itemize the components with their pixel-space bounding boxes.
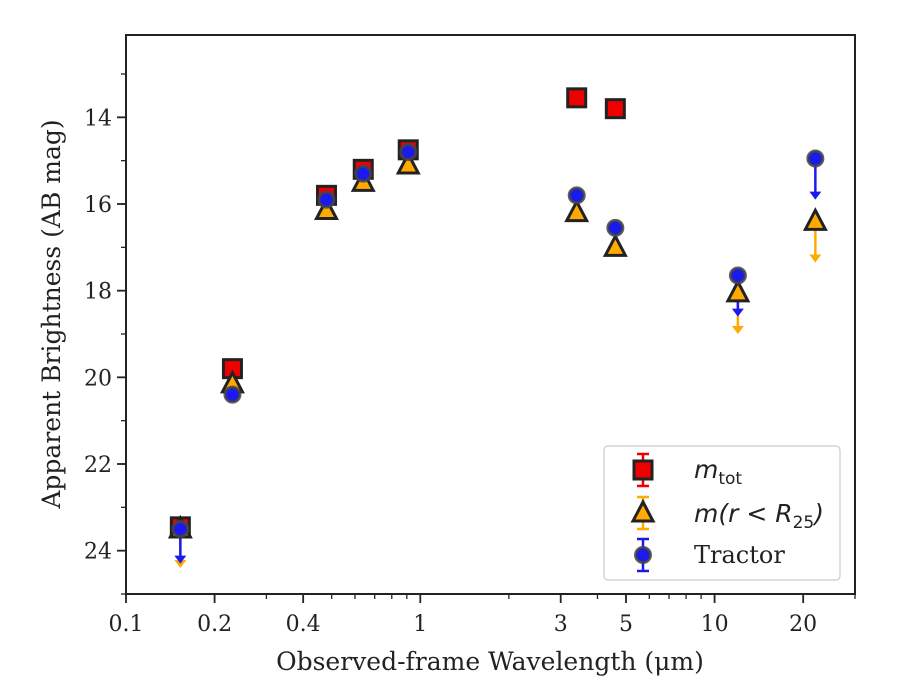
x-tick-label: 3 xyxy=(554,612,568,637)
legend-markers xyxy=(630,452,656,573)
data-point-circle xyxy=(223,385,242,404)
x-tick-label: 0.1 xyxy=(109,612,144,637)
y-tick-label: 24 xyxy=(84,540,112,565)
legend-mr25-sub: 25 xyxy=(793,513,815,533)
y-tick-label: 16 xyxy=(84,193,112,218)
y-tick-label: 18 xyxy=(84,280,112,305)
data-point-circle xyxy=(728,266,747,285)
data-point-square xyxy=(604,98,626,120)
data-point-circle xyxy=(354,164,373,183)
legend-marker-circle xyxy=(634,537,652,573)
legend-mtot-main: m xyxy=(694,455,718,484)
x-tick-label: 1 xyxy=(413,612,427,637)
plot-frame xyxy=(125,34,856,595)
data-point-triangle xyxy=(314,196,339,220)
data-point-triangle xyxy=(602,233,628,257)
data-point-circle xyxy=(567,186,586,205)
tick-labels: 0.1 0.2 0.4 1 3 5 10 20 14 16 18 20 22 24 xyxy=(84,106,817,637)
data-point-triangle xyxy=(802,207,828,231)
data-point-circle xyxy=(399,143,418,161)
data-point-circle xyxy=(606,218,625,237)
legend-mtot-sub: tot xyxy=(718,469,742,489)
legend: mtot m(r < R25) Tractor xyxy=(603,445,841,581)
data-point-square xyxy=(566,87,588,109)
y-axis-label: Apparent Brightness (AB mag) xyxy=(37,119,66,509)
upper-limit-arrow-head xyxy=(731,326,744,334)
legend-symbol xyxy=(632,459,654,481)
legend-label-mtot: mtot xyxy=(694,455,742,489)
y-tick-label: 22 xyxy=(84,453,112,478)
legend-mr25-main: m(r < R xyxy=(694,499,793,528)
x-tick-label: 5 xyxy=(619,612,633,637)
data-point-triangle xyxy=(725,278,751,303)
data-point-circle xyxy=(806,149,825,168)
major-ticks xyxy=(117,116,805,603)
upper-limit-arrow-head xyxy=(731,308,744,317)
y-tick-label: 14 xyxy=(84,106,112,131)
upper-limit-arrow-head xyxy=(174,555,187,564)
legend-box xyxy=(603,445,841,581)
data-point-circle xyxy=(171,520,190,538)
legend-marker-square xyxy=(632,452,654,488)
legend-mr25-end: ) xyxy=(812,499,824,528)
data-point-triangle xyxy=(395,150,421,175)
legend-label-mr25: m(r < R25) xyxy=(694,499,824,533)
upper-limit-arrow-head xyxy=(809,191,822,200)
x-axis-label: Observed-frame Wavelength (μm) xyxy=(276,647,704,676)
data-point-circle xyxy=(317,190,336,209)
upper-limit-arrow-head xyxy=(809,254,822,263)
legend-marker-triangle xyxy=(630,495,656,531)
x-tick-label: 10 xyxy=(701,612,729,637)
legend-symbol xyxy=(630,498,656,523)
legend-symbol xyxy=(634,546,652,564)
x-tick-label: 0.2 xyxy=(197,612,232,637)
upper-limit-arrow-head xyxy=(174,560,187,568)
x-tick-label: 0.4 xyxy=(286,612,321,637)
data-markers xyxy=(167,87,828,539)
x-tick-label: 20 xyxy=(789,612,817,637)
y-tick-label: 20 xyxy=(84,366,112,391)
data-point-triangle xyxy=(564,198,590,223)
legend-label-tractor: Tractor xyxy=(694,541,785,569)
